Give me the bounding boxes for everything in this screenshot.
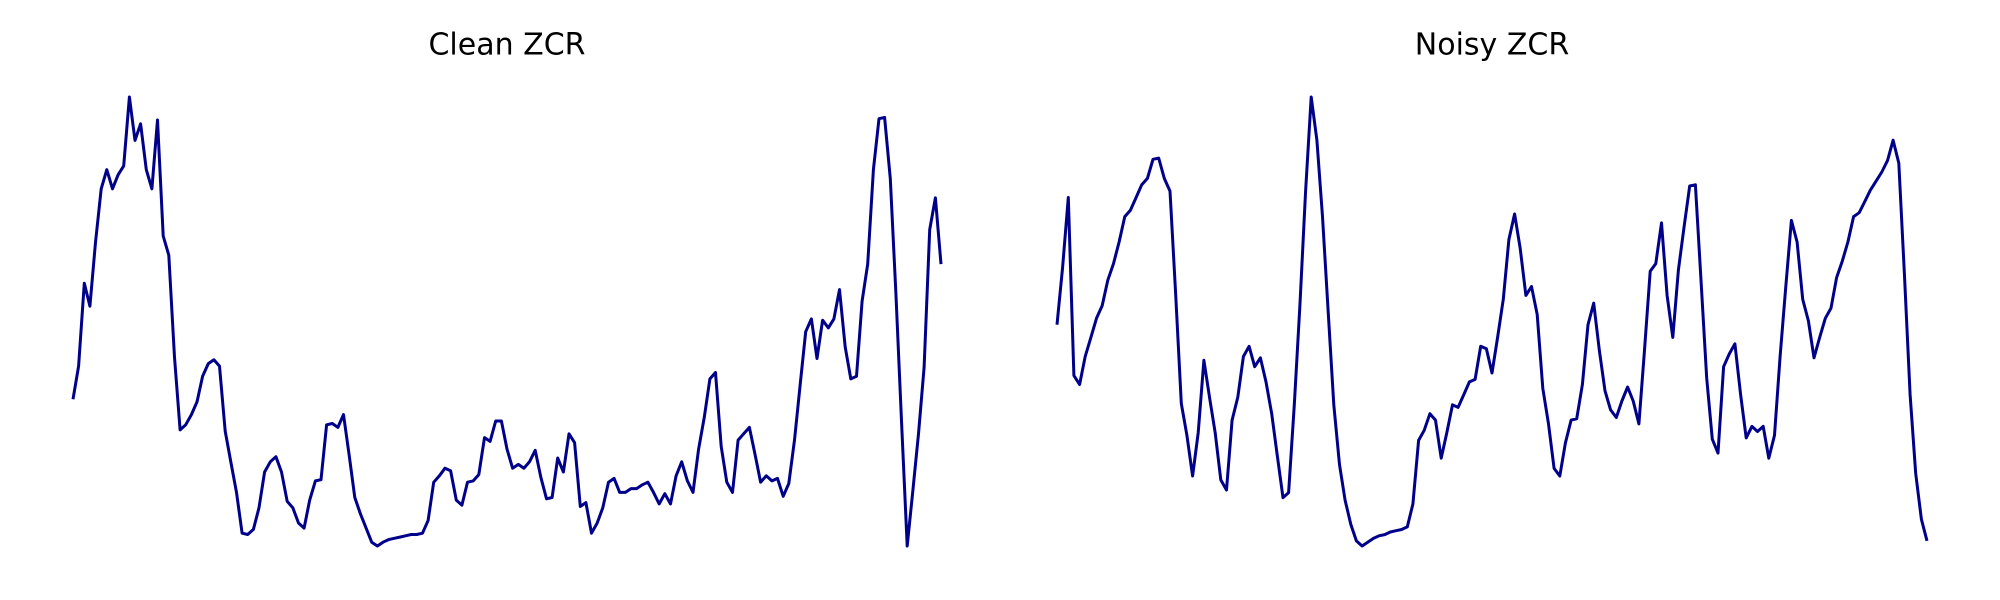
data-line <box>1055 95 1929 548</box>
chart-title: Clean ZCR <box>428 28 585 63</box>
chart-title: Noisy ZCR <box>1415 28 1569 63</box>
data-line <box>71 95 943 548</box>
